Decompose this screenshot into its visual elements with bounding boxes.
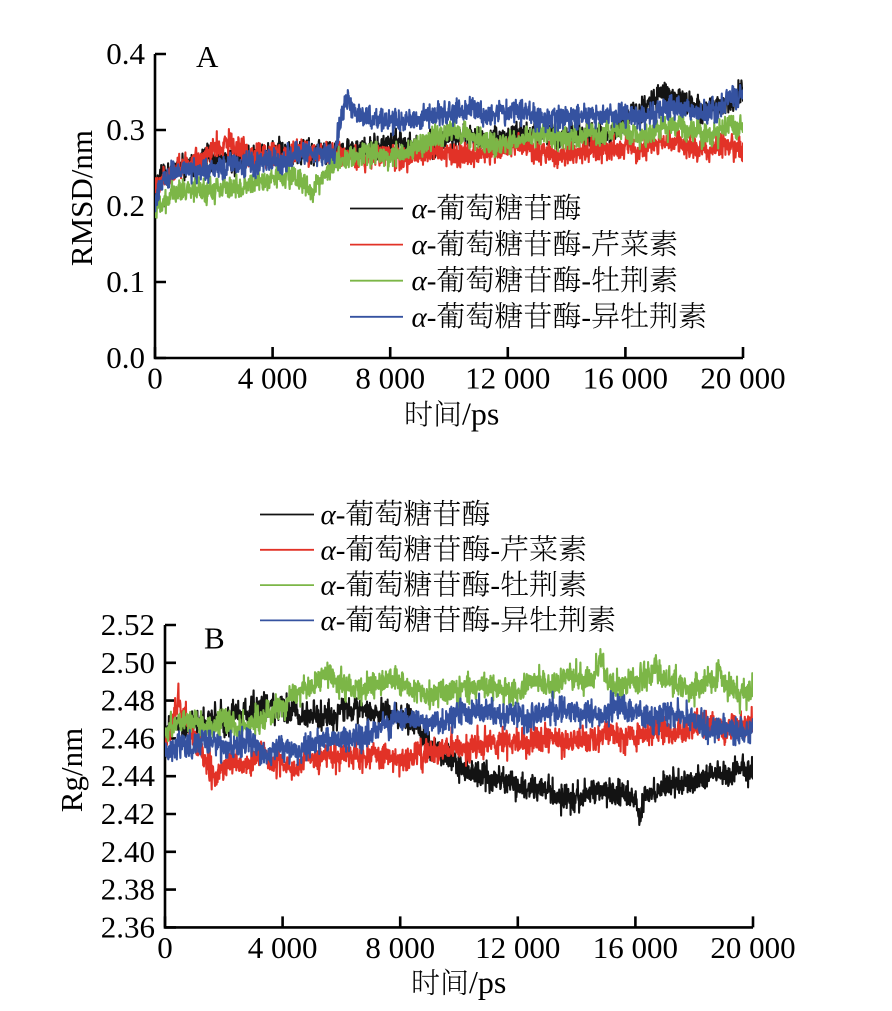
svg-text:-: -	[581, 229, 591, 261]
svg-text:/ps: /ps	[462, 396, 499, 432]
svg-text:-: -	[336, 534, 346, 566]
svg-text:-: -	[336, 499, 346, 531]
svg-text:-: -	[581, 301, 591, 333]
svg-text:2.44: 2.44	[101, 758, 156, 793]
svg-text:-: -	[427, 193, 437, 225]
svg-text:2.40: 2.40	[101, 834, 155, 869]
svg-text:α: α	[321, 534, 337, 566]
svg-text:α: α	[412, 229, 428, 261]
svg-text:20 000: 20 000	[700, 361, 785, 396]
svg-text:16 000: 16 000	[583, 361, 668, 396]
svg-text:α: α	[412, 193, 428, 225]
svg-text:-: -	[490, 605, 500, 637]
svg-text:-: -	[427, 229, 437, 261]
svg-text:/ps: /ps	[469, 964, 506, 1000]
svg-text:α: α	[321, 605, 337, 637]
svg-text:α: α	[412, 301, 428, 333]
svg-text:0: 0	[157, 930, 173, 965]
svg-text:12 000: 12 000	[475, 930, 560, 965]
svg-text:16 000: 16 000	[593, 930, 678, 965]
svg-text:2.36: 2.36	[101, 909, 155, 944]
svg-text:20 000: 20 000	[710, 930, 795, 965]
svg-text:0: 0	[147, 361, 163, 396]
svg-text:0.2: 0.2	[106, 188, 145, 223]
svg-text:-: -	[490, 534, 500, 566]
svg-text:RMSD/nm: RMSD/nm	[64, 130, 99, 266]
svg-text:2.42: 2.42	[101, 796, 155, 831]
svg-text:2.48: 2.48	[101, 683, 155, 718]
svg-text:-: -	[427, 265, 437, 297]
svg-text:α: α	[412, 265, 428, 297]
svg-text:Rg/nm: Rg/nm	[54, 728, 89, 812]
svg-text:2.38: 2.38	[101, 872, 155, 907]
svg-text:B: B	[204, 621, 225, 656]
svg-text:2.50: 2.50	[101, 645, 155, 680]
svg-text:-: -	[427, 301, 437, 333]
svg-text:α: α	[321, 499, 337, 531]
svg-text:0.1: 0.1	[106, 264, 145, 299]
svg-text:2.46: 2.46	[101, 720, 155, 755]
svg-text:8 000: 8 000	[355, 361, 425, 396]
svg-text:4 000: 4 000	[238, 361, 308, 396]
svg-text:-: -	[336, 605, 346, 637]
svg-text:-: -	[336, 570, 346, 602]
svg-text:α: α	[321, 570, 337, 602]
svg-text:0.3: 0.3	[106, 112, 145, 147]
svg-text:0.4: 0.4	[106, 36, 145, 71]
svg-text:2.52: 2.52	[101, 607, 155, 642]
svg-text:0.0: 0.0	[106, 340, 145, 375]
svg-text:-: -	[490, 570, 500, 602]
svg-text:4 000: 4 000	[248, 930, 318, 965]
svg-text:-: -	[581, 265, 591, 297]
svg-text:8 000: 8 000	[365, 930, 435, 965]
svg-text:12 000: 12 000	[465, 361, 550, 396]
svg-text:A: A	[196, 39, 219, 74]
